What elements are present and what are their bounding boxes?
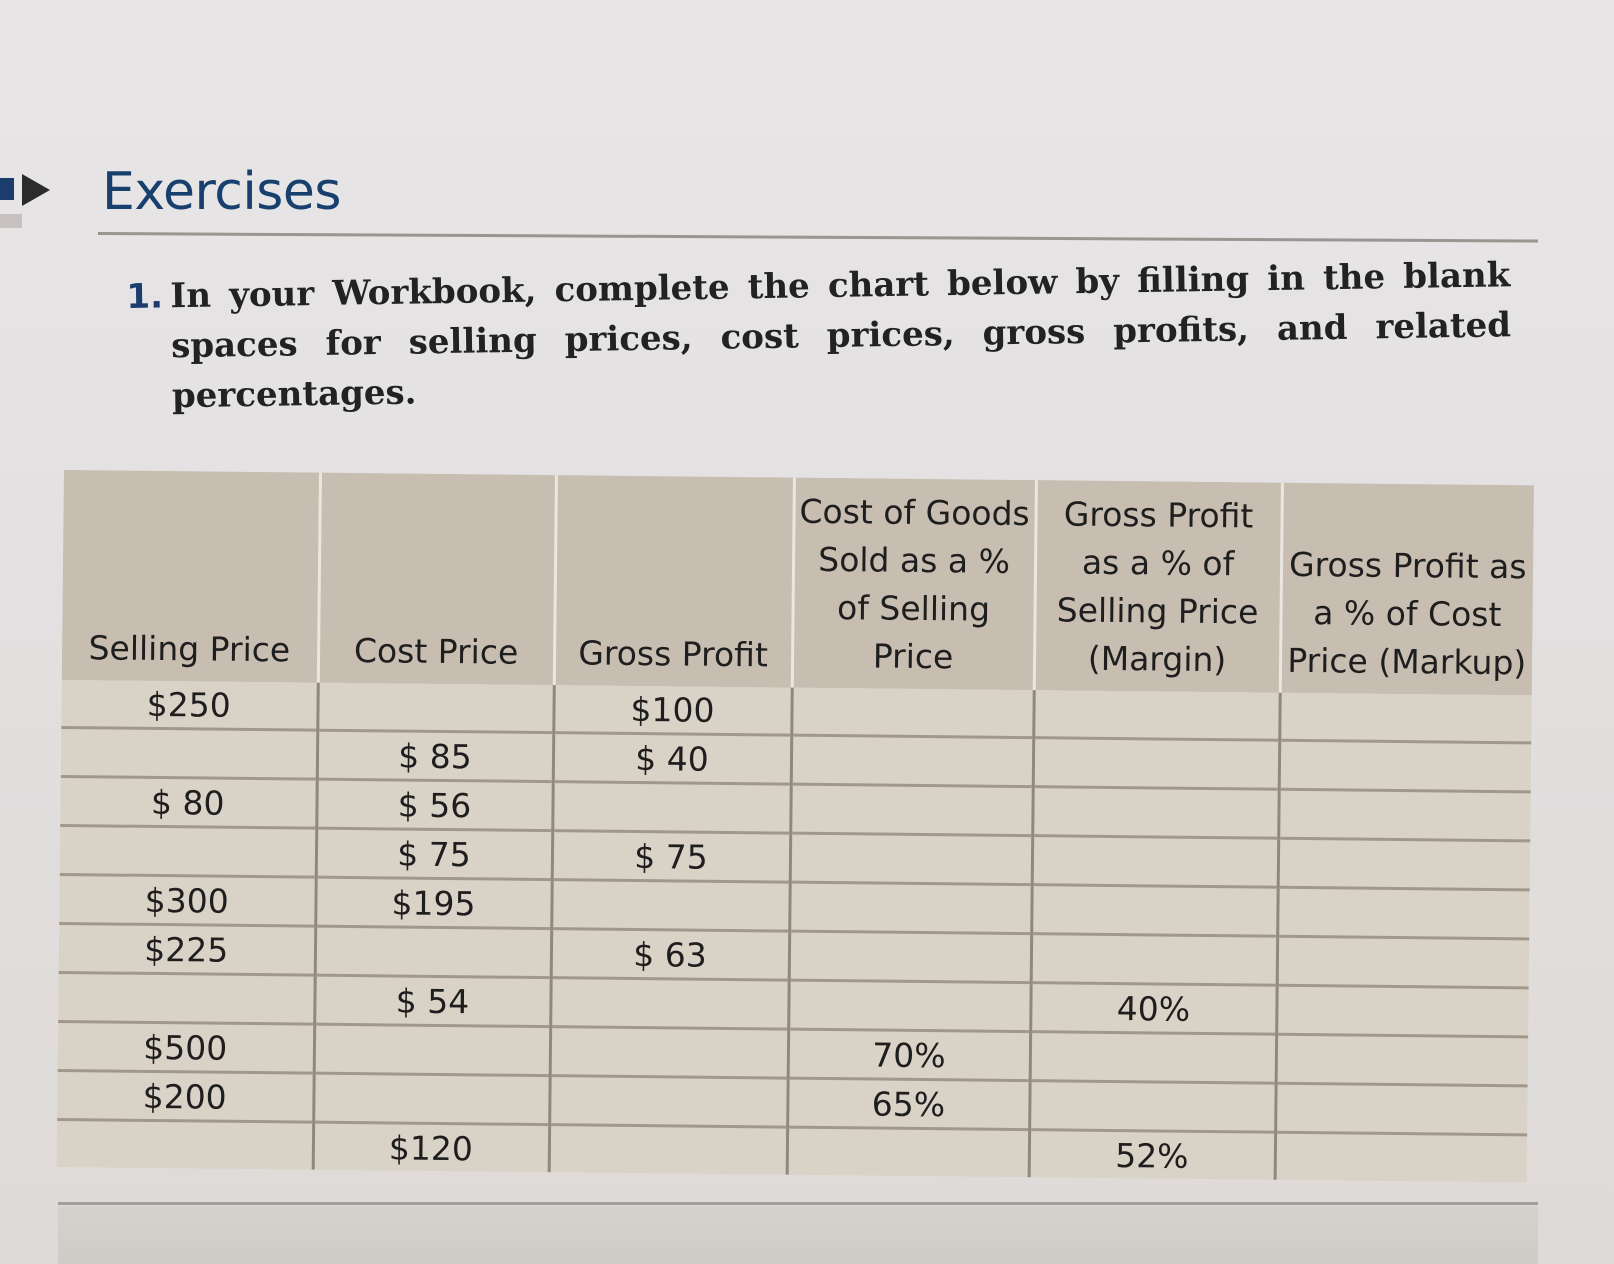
table-cell <box>314 926 552 978</box>
table-cell: $195 <box>315 877 552 929</box>
table-cell <box>1029 1031 1277 1084</box>
section-heading: Exercises <box>102 162 341 222</box>
table-cell <box>1031 884 1278 937</box>
column-header: Cost of Goods Sold as a % of Selling Pri… <box>791 477 1036 691</box>
table-cell: $120 <box>312 1122 550 1173</box>
table-cell <box>1030 933 1278 986</box>
marker-bar <box>0 178 14 200</box>
table-cell <box>1277 838 1531 890</box>
table-cell <box>549 1075 788 1128</box>
pricing-chart-table: Selling Price Cost Price Gross Profit Cost … <box>56 470 1534 1183</box>
table-cell: $225 <box>58 923 316 976</box>
table-cell <box>791 687 1034 738</box>
table-cell: $ 40 <box>552 732 792 785</box>
exercise-1: 1. In your Workbook, complete the chart … <box>126 250 1546 416</box>
table-cell: 52% <box>1028 1129 1276 1180</box>
table-cell: 70% <box>787 1029 1031 1081</box>
table-cell <box>1033 690 1280 741</box>
table-cell <box>1275 1034 1529 1086</box>
table-cell <box>1278 740 1532 792</box>
table-cell: 40% <box>1030 982 1277 1035</box>
exercise-text: In your Workbook, complete the chart bel… <box>170 255 1512 417</box>
table-cell: $ 80 <box>60 776 317 829</box>
marker-tab <box>0 214 22 228</box>
triangle-marker-icon <box>22 174 50 206</box>
table-cell <box>313 1073 550 1125</box>
table-cell <box>1279 692 1532 743</box>
table-cell <box>1029 1080 1276 1133</box>
table-cell <box>789 882 1032 934</box>
column-header: Gross Profit <box>553 475 794 688</box>
table-cell <box>1274 1132 1528 1183</box>
table-cell <box>1275 1083 1528 1135</box>
column-header: Cost Price <box>317 472 556 686</box>
table-cell: 65% <box>787 1078 1030 1130</box>
table-cell <box>1277 887 1530 939</box>
table-cell <box>1032 737 1280 790</box>
table-cell: $100 <box>553 685 792 736</box>
table-cell <box>1032 786 1279 839</box>
table-cell <box>317 682 554 733</box>
table-cell: $500 <box>57 1021 315 1074</box>
column-header: Selling Price <box>61 470 320 683</box>
table-cell <box>788 931 1032 983</box>
table-cell <box>58 972 315 1025</box>
table-cell <box>552 781 791 834</box>
bottom-band <box>58 1206 1538 1264</box>
table-header: Selling Price Cost Price Gross Profit Cost … <box>61 470 1534 696</box>
table-cell <box>1278 789 1531 841</box>
table-cell: $ 75 <box>551 830 791 883</box>
chart-table-wrapper: Selling Price Cost Price Gross Profit Cost … <box>56 470 1534 1205</box>
exercise-number: 1. <box>126 276 164 317</box>
table-cell: $ 63 <box>550 928 790 981</box>
table-cell: $ 56 <box>316 779 553 831</box>
table-cell <box>549 1026 789 1079</box>
table-cell <box>550 977 789 1030</box>
table-cell <box>548 1124 788 1175</box>
table-cell: $ 85 <box>316 730 554 782</box>
column-header: Gross Profit as a % of Selling Price (Ma… <box>1033 480 1282 693</box>
table-cell <box>790 784 1033 836</box>
table-cell <box>786 1127 1030 1178</box>
column-header: Gross Profit as a % of Cost Price (Marku… <box>1279 482 1534 696</box>
table-cell <box>313 1024 551 1076</box>
bottom-rule <box>58 1202 1538 1205</box>
table-cell <box>59 825 317 878</box>
table-body: $250 $100 $ 85 $ 40 $ 80 $ 56 $ 75 $ 75 $300 $195… <box>56 679 1532 1183</box>
table-cell: $ 75 <box>315 828 553 880</box>
table-cell <box>790 735 1034 787</box>
table-cell <box>1276 936 1530 988</box>
table-cell <box>60 727 318 780</box>
heading-rule <box>97 232 1538 243</box>
table-cell <box>1031 835 1279 888</box>
table-cell: $200 <box>57 1070 314 1123</box>
table-cell <box>1276 985 1529 1037</box>
table-cell: $250 <box>61 679 318 731</box>
table-cell <box>551 879 790 932</box>
table-cell <box>788 980 1031 1032</box>
table-cell: $ 54 <box>314 975 551 1027</box>
table-cell <box>56 1119 314 1170</box>
table-cell: $300 <box>59 874 316 927</box>
header-row: Selling Price Cost Price Gross Profit Cost … <box>61 470 1534 696</box>
table-cell <box>789 833 1033 885</box>
